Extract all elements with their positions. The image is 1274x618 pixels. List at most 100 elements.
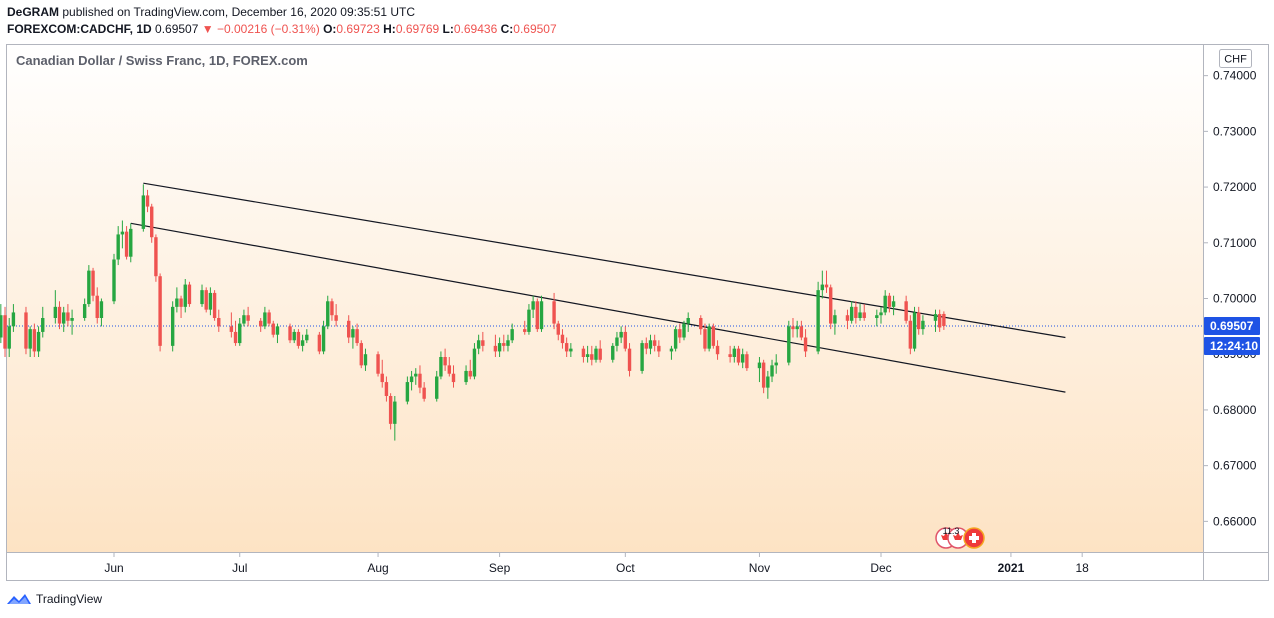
candle bbox=[829, 284, 833, 330]
x-tick-label: 2021 bbox=[998, 561, 1025, 575]
candle-body bbox=[296, 331, 301, 346]
candle bbox=[124, 226, 129, 260]
candle-body bbox=[598, 348, 602, 360]
candle-body bbox=[883, 295, 887, 313]
candle bbox=[820, 270, 825, 299]
candle-body bbox=[355, 329, 359, 344]
economic-events[interactable]: 11.3 bbox=[935, 526, 985, 549]
candle bbox=[57, 301, 62, 330]
candle-body bbox=[527, 309, 531, 332]
trend-line[interactable] bbox=[130, 222, 1066, 393]
candle bbox=[481, 331, 485, 352]
candle bbox=[648, 334, 653, 355]
candle-body bbox=[707, 326, 711, 349]
candle-body bbox=[849, 306, 854, 321]
candle bbox=[170, 301, 175, 352]
candle-body bbox=[158, 276, 162, 346]
x-tick-label: Nov bbox=[749, 561, 770, 575]
candle-body bbox=[585, 354, 590, 357]
candle-body bbox=[552, 301, 556, 324]
candle-body bbox=[204, 290, 208, 310]
candle-body bbox=[36, 331, 41, 352]
candle bbox=[493, 334, 498, 357]
candle-body bbox=[414, 373, 418, 377]
candle bbox=[598, 340, 602, 363]
footer-brand[interactable]: TradingView bbox=[36, 592, 103, 606]
candle bbox=[560, 329, 565, 349]
open-value: 0.69723 bbox=[336, 22, 380, 36]
high-label: H: bbox=[383, 22, 396, 36]
candle bbox=[845, 309, 850, 330]
candle bbox=[766, 370, 770, 399]
trend-lines[interactable] bbox=[130, 182, 1066, 393]
x-tick-label: Jun bbox=[104, 561, 123, 575]
tradingview-logo-icon[interactable] bbox=[6, 591, 32, 607]
candle bbox=[908, 315, 913, 355]
candle bbox=[238, 318, 242, 346]
candle-body bbox=[359, 343, 363, 366]
candle-body bbox=[824, 284, 829, 288]
candle-body bbox=[99, 301, 104, 318]
candle-body bbox=[53, 306, 58, 318]
chart-border bbox=[6, 44, 1269, 581]
candle bbox=[179, 295, 183, 318]
candle bbox=[41, 306, 45, 338]
candle-body bbox=[468, 370, 472, 377]
candle-body bbox=[317, 334, 322, 352]
candle bbox=[921, 315, 925, 335]
candle-body bbox=[11, 312, 16, 327]
y-tick-label: 0.72000 bbox=[1213, 180, 1257, 194]
candle bbox=[833, 309, 837, 335]
candle-body bbox=[682, 323, 686, 338]
candle bbox=[552, 292, 556, 330]
candle bbox=[476, 334, 481, 355]
candle-body bbox=[388, 396, 393, 424]
candle-body bbox=[472, 348, 477, 377]
candle-body bbox=[640, 343, 644, 371]
candle-body bbox=[154, 237, 158, 277]
countdown-label: 12:24:10 bbox=[1210, 339, 1258, 353]
candle-body bbox=[212, 292, 217, 318]
candle bbox=[736, 345, 741, 366]
candle-body bbox=[263, 312, 267, 327]
candle-body bbox=[627, 348, 632, 371]
trend-line[interactable] bbox=[143, 182, 1066, 339]
candle-body bbox=[187, 284, 192, 305]
candle bbox=[95, 287, 99, 324]
price-badge-label: 0.69507 bbox=[1210, 319, 1254, 333]
candle bbox=[384, 376, 389, 402]
candle-body bbox=[208, 292, 213, 310]
candle-body bbox=[887, 295, 892, 307]
x-tick-label: Oct bbox=[616, 561, 635, 575]
candle-body bbox=[238, 323, 242, 344]
candle bbox=[875, 309, 879, 327]
candle-body bbox=[288, 326, 292, 341]
candle-body bbox=[820, 284, 825, 291]
candle bbox=[849, 301, 854, 324]
candle-body bbox=[351, 329, 355, 338]
candle bbox=[388, 393, 393, 430]
candle bbox=[728, 345, 732, 363]
candle-body bbox=[787, 326, 791, 363]
candle-body bbox=[590, 354, 594, 360]
candle bbox=[510, 323, 514, 344]
candle bbox=[619, 326, 623, 344]
candle bbox=[62, 306, 66, 332]
candle bbox=[422, 382, 426, 402]
candle bbox=[611, 343, 615, 363]
candle-body bbox=[70, 318, 74, 321]
candle bbox=[212, 290, 217, 321]
candle-body bbox=[556, 323, 560, 335]
candles bbox=[0, 184, 946, 441]
candle bbox=[887, 292, 892, 313]
candle bbox=[351, 326, 355, 349]
price-axis-ticks: 0.740000.730000.720000.710000.700000.690… bbox=[1203, 69, 1257, 528]
candle bbox=[904, 295, 908, 324]
candle bbox=[292, 329, 296, 344]
currency-button[interactable]: CHF bbox=[1219, 49, 1252, 68]
candle-body bbox=[435, 376, 439, 399]
candle-body bbox=[791, 326, 795, 330]
candle-body bbox=[531, 301, 535, 310]
author-name[interactable]: DeGRAM bbox=[7, 5, 60, 19]
